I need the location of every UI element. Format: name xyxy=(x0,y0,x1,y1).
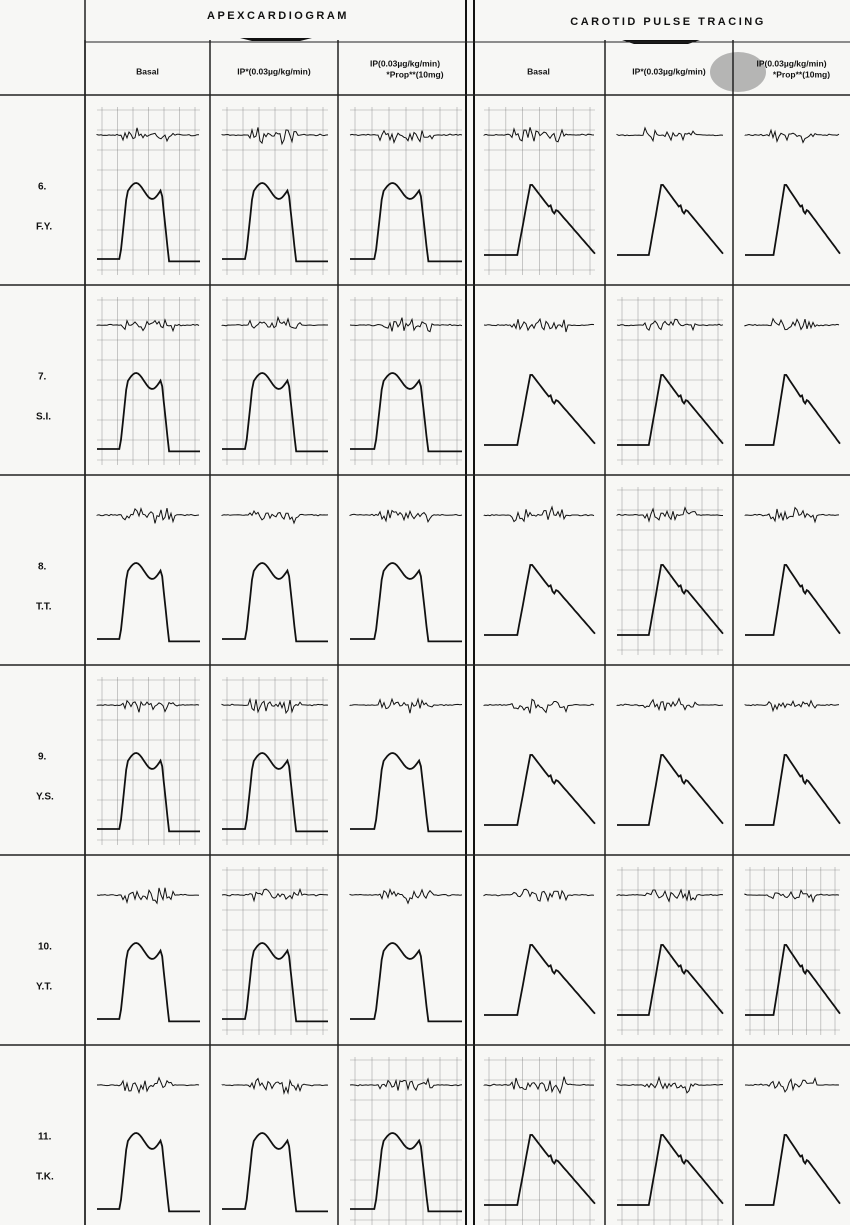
column-label: IP(0.03µg/kg/min) xyxy=(756,58,826,68)
row-initials: T.T. xyxy=(36,602,52,613)
row-initials: Y.T. xyxy=(36,982,52,993)
apex-arrow xyxy=(240,38,312,41)
row-number: 11. xyxy=(38,1132,52,1143)
row-number: 7. xyxy=(38,372,47,383)
row-number: 10. xyxy=(38,942,52,953)
column-label: *Prop**(10mg) xyxy=(386,69,443,79)
column-label: IP*(0.03µg/kg/min) xyxy=(632,66,706,76)
row-number: 8. xyxy=(38,562,47,573)
column-label: IP*(0.03µg/kg/min) xyxy=(237,66,311,76)
row-number: 6. xyxy=(38,182,47,193)
column-label: Basal xyxy=(136,66,159,76)
figure: APEXCARDIOGRAM CAROTID PULSE TRACING Bas… xyxy=(0,0,850,1225)
row-initials: F.Y. xyxy=(36,222,52,233)
column-label: Basal xyxy=(527,66,550,76)
row-initials: S.I. xyxy=(36,412,51,423)
column-label: *Prop**(10mg) xyxy=(773,69,830,79)
row-initials: Y.S. xyxy=(36,792,54,803)
apex-title: APEXCARDIOGRAM xyxy=(207,10,349,22)
column-label: IP(0.03µg/kg/min) xyxy=(370,58,440,68)
row-initials: T.K. xyxy=(36,1172,54,1183)
carotid-title: CAROTID PULSE TRACING xyxy=(570,16,766,28)
row-number: 9. xyxy=(38,752,47,763)
